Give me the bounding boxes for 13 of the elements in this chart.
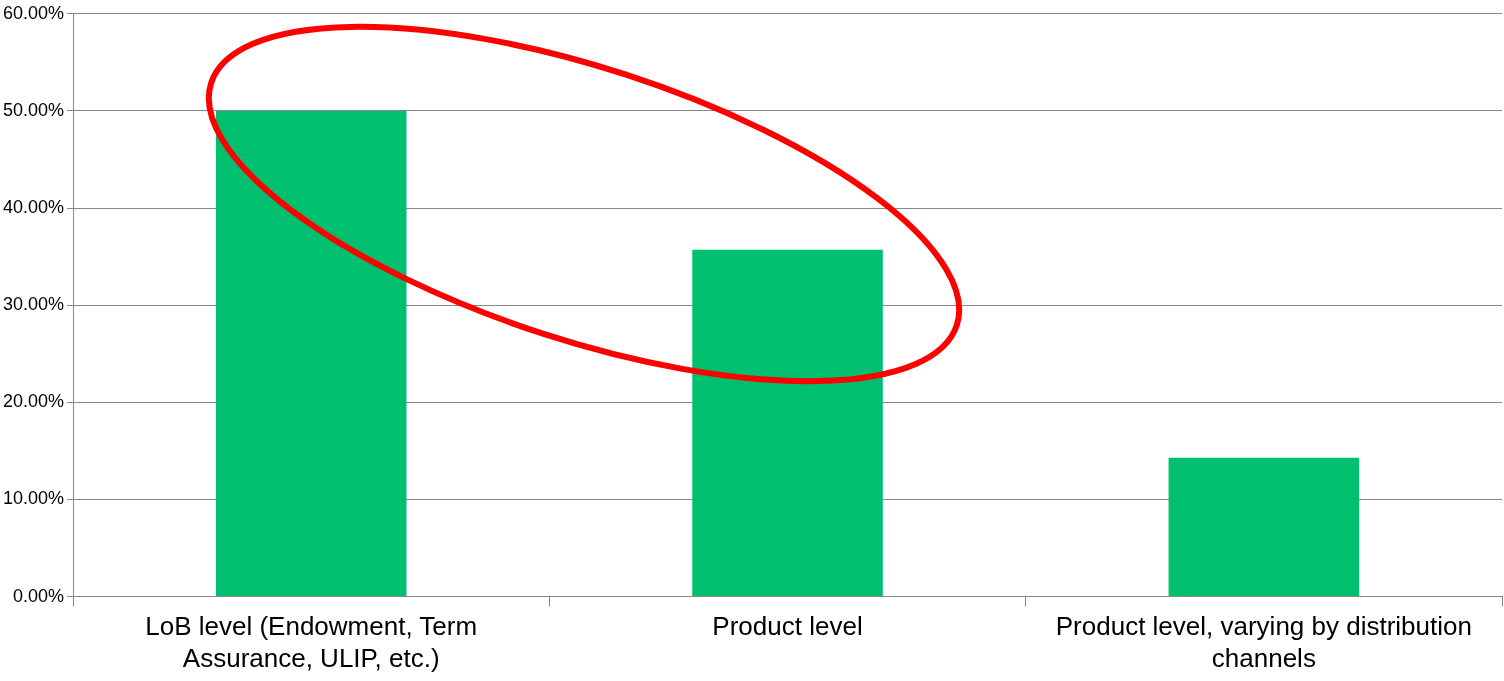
y-tick-label: 20.00%: [2, 391, 65, 412]
y-tick-label: 60.00%: [2, 2, 65, 23]
x-tick-label: LoB level (Endowment, Term Assurance, ULIP, etc.): [145, 611, 478, 673]
x-tick-label: Product level, varying by distribution channels: [1055, 611, 1472, 673]
y-tick-label: 30.00%: [2, 294, 65, 315]
bar: [215, 110, 407, 597]
bar: [1168, 457, 1360, 597]
y-tick-label: 40.00%: [2, 197, 65, 218]
y-tick-label: 0.00%: [13, 585, 65, 606]
x-tick-label: Product level: [712, 611, 863, 642]
bar: [692, 249, 883, 597]
y-tick-label: 50.00%: [2, 99, 65, 120]
y-tick-label: 10.00%: [2, 488, 65, 509]
